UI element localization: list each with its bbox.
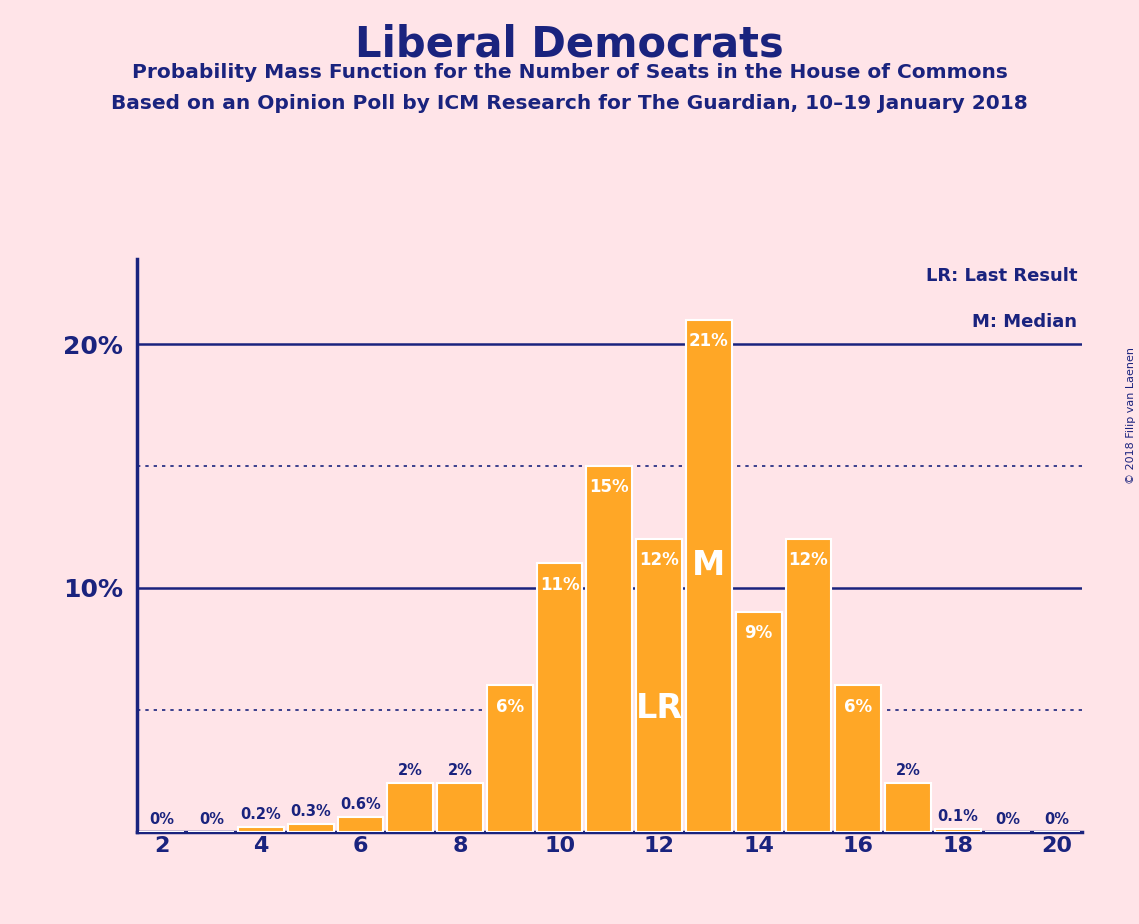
Text: 11%: 11% [540,576,580,593]
Text: Probability Mass Function for the Number of Seats in the House of Commons: Probability Mass Function for the Number… [132,63,1007,82]
Text: 0%: 0% [1044,811,1070,827]
Bar [885,783,931,832]
Bar [288,824,334,832]
Text: 2%: 2% [398,763,423,778]
Bar [736,613,781,832]
Text: 15%: 15% [590,478,629,496]
Text: 0%: 0% [149,811,174,827]
Bar [437,783,483,832]
Text: LR: LR [636,692,682,725]
Text: Based on an Opinion Poll by ICM Research for The Guardian, 10–19 January 2018: Based on an Opinion Poll by ICM Research… [112,94,1027,114]
Text: 0.2%: 0.2% [240,807,281,821]
Bar [587,466,632,832]
Text: © 2018 Filip van Laenen: © 2018 Filip van Laenen [1126,347,1136,484]
Text: 6%: 6% [495,698,524,715]
Text: 21%: 21% [689,332,729,350]
Text: 12%: 12% [788,552,828,569]
Text: M: Median: M: Median [973,313,1077,331]
Bar [637,539,682,832]
Bar [786,539,831,832]
Bar [387,783,433,832]
Text: 0%: 0% [199,811,224,827]
Text: 6%: 6% [844,698,872,715]
Text: 0%: 0% [994,811,1019,827]
Bar [487,686,533,832]
Bar [935,829,981,832]
Bar [536,564,582,832]
Text: LR: Last Result: LR: Last Result [926,267,1077,286]
Bar [238,827,284,832]
Text: 0.3%: 0.3% [290,805,331,820]
Text: Liberal Democrats: Liberal Democrats [355,23,784,65]
Text: M: M [693,549,726,582]
Text: 2%: 2% [895,763,920,778]
Text: 0.1%: 0.1% [937,809,978,824]
Text: 0.6%: 0.6% [341,797,380,812]
Text: 2%: 2% [448,763,473,778]
Text: 12%: 12% [639,552,679,569]
Bar [337,817,384,832]
Text: 9%: 9% [745,625,772,642]
Bar [835,686,882,832]
Bar [686,320,731,832]
